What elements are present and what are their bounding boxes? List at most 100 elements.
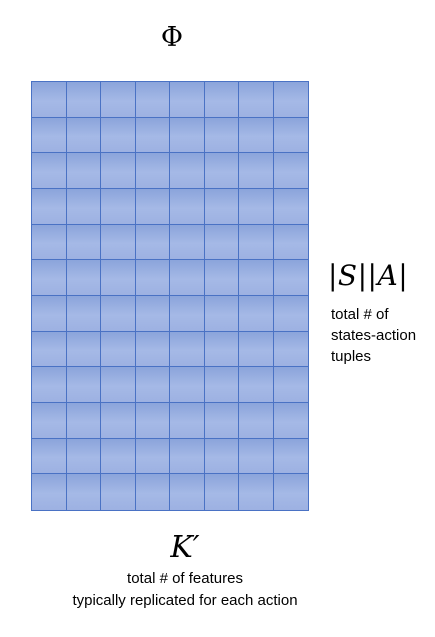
matrix-cell <box>239 403 274 439</box>
matrix-cell <box>101 260 136 296</box>
matrix-cell <box>101 474 136 510</box>
matrix-cell <box>135 296 170 332</box>
matrix-cell <box>204 117 239 154</box>
matrix-cell <box>32 296 67 332</box>
matrix-cell <box>170 117 205 154</box>
matrix-cell <box>170 331 205 368</box>
matrix-cell <box>204 367 239 403</box>
matrix-cell <box>170 296 205 332</box>
matrix-cell <box>204 438 239 475</box>
feature-matrix-grid <box>31 81 309 511</box>
matrix-cell <box>170 403 205 439</box>
matrix-cell <box>135 82 170 118</box>
rows-description: total # of states-action tuples <box>331 304 435 367</box>
matrix-cell <box>170 224 205 261</box>
matrix-cell <box>204 403 239 439</box>
matrix-cell <box>66 367 101 403</box>
matrix-cell <box>101 296 136 332</box>
matrix-cell <box>135 189 170 225</box>
matrix-cell <box>135 224 170 261</box>
matrix-cell <box>66 153 101 189</box>
matrix-cell <box>273 367 308 403</box>
matrix-cell <box>101 224 136 261</box>
matrix-cell <box>135 474 170 510</box>
matrix-cell <box>204 82 239 118</box>
matrix-cell <box>273 224 308 261</box>
matrix-cell <box>32 117 67 154</box>
matrix-cell <box>101 438 136 475</box>
matrix-cell <box>273 474 308 510</box>
matrix-cell <box>135 403 170 439</box>
matrix-cell <box>135 331 170 368</box>
matrix-cell <box>273 117 308 154</box>
matrix-cell <box>32 153 67 189</box>
matrix-cell <box>66 296 101 332</box>
matrix-cell <box>239 189 274 225</box>
matrix-cell <box>273 260 308 296</box>
rows-dimension-label: |S||A| <box>328 259 409 292</box>
matrix-cell <box>32 474 67 510</box>
matrix-cell <box>32 82 67 118</box>
matrix-cell <box>135 367 170 403</box>
matrix-cell <box>239 117 274 154</box>
matrix-cell <box>239 82 274 118</box>
rows-description-line: total # of <box>331 306 389 323</box>
matrix-cell <box>239 367 274 403</box>
matrix-cell <box>101 367 136 403</box>
matrix-cell <box>204 224 239 261</box>
matrix-cell <box>66 438 101 475</box>
matrix-cell <box>101 117 136 154</box>
matrix-cell <box>32 189 67 225</box>
matrix-cell <box>101 153 136 189</box>
matrix-cell <box>66 260 101 296</box>
matrix-cell <box>204 153 239 189</box>
cols-description-line: typically replicated for each action <box>72 592 298 609</box>
matrix-cell <box>239 224 274 261</box>
matrix-cell <box>170 153 205 189</box>
matrix-cell <box>32 403 67 439</box>
matrix-cell <box>32 367 67 403</box>
matrix-cell <box>135 438 170 475</box>
matrix-cell <box>66 474 101 510</box>
matrix-cell <box>32 438 67 475</box>
cols-dimension-label: K′ <box>170 530 200 565</box>
matrix-cell <box>239 331 274 368</box>
matrix-cell <box>273 82 308 118</box>
matrix-cell <box>32 260 67 296</box>
matrix-cell <box>66 82 101 118</box>
matrix-cell <box>170 474 205 510</box>
matrix-cell <box>170 260 205 296</box>
matrix-cell <box>170 82 205 118</box>
matrix-cell <box>239 296 274 332</box>
matrix-cell <box>239 438 274 475</box>
matrix-cell <box>170 367 205 403</box>
cols-description-line: total # of features <box>127 570 243 587</box>
matrix-cell <box>101 189 136 225</box>
matrix-cell <box>170 189 205 225</box>
matrix-cell <box>66 403 101 439</box>
matrix-cell <box>135 117 170 154</box>
matrix-cell <box>204 474 239 510</box>
matrix-cell <box>66 224 101 261</box>
matrix-cell <box>66 189 101 225</box>
matrix-cell <box>239 153 274 189</box>
matrix-cell <box>32 331 67 368</box>
rows-description-line: states-action <box>331 327 417 344</box>
matrix-cell <box>204 189 239 225</box>
matrix-symbol-phi: Φ <box>160 22 184 53</box>
cols-description: total # of features typically replicated… <box>0 568 370 612</box>
matrix-cell <box>239 474 274 510</box>
matrix-cell <box>273 403 308 439</box>
matrix-cell <box>101 331 136 368</box>
matrix-cell <box>66 117 101 154</box>
matrix-cell <box>273 296 308 332</box>
matrix-cell <box>273 153 308 189</box>
matrix-cell <box>204 260 239 296</box>
matrix-cell <box>239 260 274 296</box>
matrix-cell <box>273 331 308 368</box>
matrix-cell <box>273 189 308 225</box>
matrix-cell <box>101 403 136 439</box>
matrix-cell <box>170 438 205 475</box>
matrix-cell <box>135 260 170 296</box>
matrix-cell <box>66 331 101 368</box>
